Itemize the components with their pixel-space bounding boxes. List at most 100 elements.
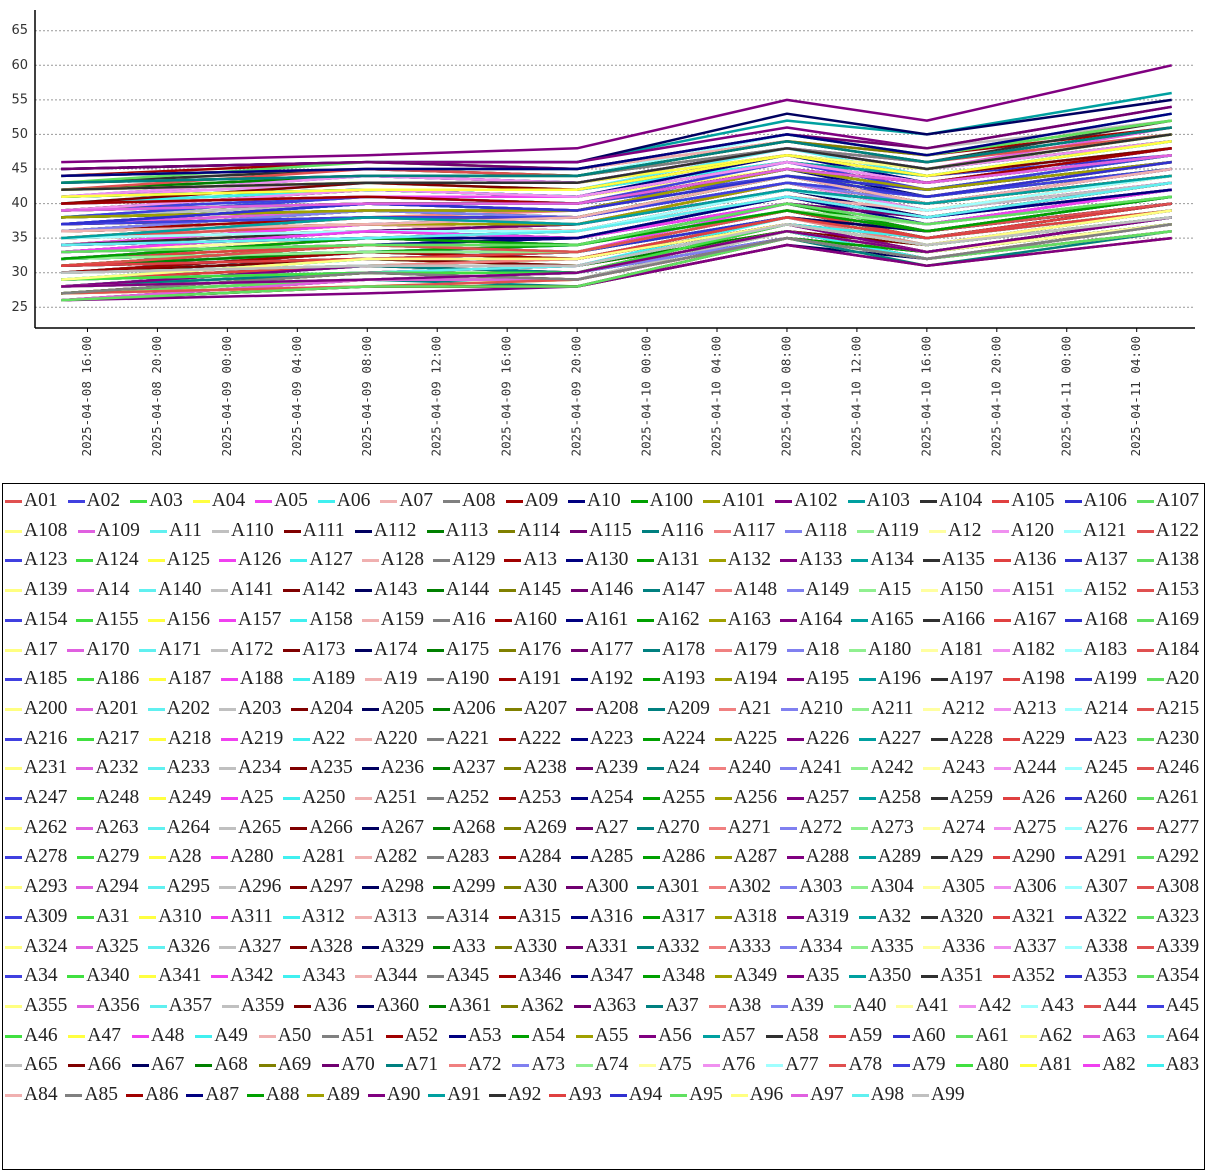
legend-item: A103	[847, 486, 910, 516]
legend-swatch	[992, 975, 1010, 979]
legend-swatch	[992, 648, 1010, 652]
x-tick-label: 2025-04-10 04:00	[709, 336, 724, 456]
legend-swatch	[713, 529, 731, 533]
legend-item: A50	[258, 1021, 311, 1051]
legend-swatch	[642, 856, 660, 860]
legend-swatch	[5, 975, 22, 979]
legend-label: A288	[805, 846, 850, 868]
legend-item: A267	[361, 813, 424, 843]
legend-swatch	[922, 886, 940, 890]
legend-label: A128	[380, 549, 425, 571]
legend-label: A293	[24, 876, 68, 898]
legend-label: A309	[24, 905, 68, 927]
legend-label: A274	[941, 816, 986, 838]
legend-swatch	[283, 529, 301, 533]
legend-label: A107	[1155, 490, 1200, 511]
legend-label: A261	[1155, 787, 1200, 809]
legend-label: A29	[949, 846, 984, 868]
legend-label: A83	[1165, 1054, 1200, 1076]
legend-item: A119	[857, 516, 919, 546]
legend-item: A107	[1136, 486, 1200, 516]
legend-swatch	[448, 1034, 466, 1038]
legend-label: A349	[733, 965, 778, 987]
legend-item: A81	[1019, 1050, 1072, 1080]
legend-item: A231	[5, 753, 67, 783]
x-tick-label: 2025-04-10 08:00	[778, 336, 793, 456]
legend-item: A225	[714, 724, 777, 754]
legend-swatch	[131, 1064, 149, 1068]
legend-label: A256	[733, 787, 778, 809]
legend-label: A243	[941, 757, 986, 779]
legend-label: A255	[661, 787, 706, 809]
legend-swatch	[570, 737, 588, 741]
legend-item: A171	[139, 635, 202, 665]
legend-swatch	[139, 648, 157, 652]
legend-label: A199	[1093, 668, 1137, 690]
legend-item: A194	[714, 664, 777, 694]
x-tick-label: 2025-04-11 00:00	[1058, 336, 1073, 456]
legend-item: A346	[498, 961, 561, 991]
legend-item: A146	[570, 575, 633, 605]
legend-swatch	[195, 1064, 213, 1068]
legend-swatch	[355, 856, 373, 860]
legend-item: A201	[76, 694, 139, 724]
legend-item: A32	[858, 902, 911, 932]
legend-item: A272	[780, 813, 842, 843]
legend-item: A150	[920, 575, 983, 605]
legend-item: A180	[848, 635, 911, 665]
legend-item: A193	[642, 664, 705, 694]
legend-swatch	[5, 589, 22, 593]
legend-label: A192	[589, 668, 634, 690]
legend-swatch	[139, 589, 157, 593]
legend-item: A334	[780, 932, 842, 962]
legend-item: A84	[5, 1080, 58, 1110]
legend-swatch	[5, 529, 22, 533]
legend-item: A215	[1136, 694, 1199, 724]
legend-item: A120	[991, 516, 1054, 546]
legend-item: A186	[76, 664, 139, 694]
legend-item: A40	[833, 991, 886, 1021]
legend-item: A248	[76, 783, 139, 813]
legend-item: A03	[130, 486, 183, 516]
legend-label: A156	[166, 608, 211, 630]
legend-item: A329	[361, 932, 424, 962]
legend-label: A201	[95, 697, 139, 719]
x-tick-label: 2025-04-09 08:00	[359, 336, 374, 456]
legend-item: A98	[851, 1080, 904, 1110]
legend-item: A102	[775, 486, 838, 516]
legend-label: A312	[301, 905, 345, 927]
legend-swatch	[219, 826, 237, 830]
legend-item: A155	[76, 605, 139, 635]
legend-item: A04	[192, 486, 245, 516]
legend-swatch	[76, 589, 94, 593]
legend-swatch	[367, 1094, 385, 1098]
plot-lines	[61, 64, 1172, 302]
legend-item: A09	[505, 486, 558, 516]
legend-label: A244	[1013, 757, 1057, 779]
legend-item: A167	[994, 605, 1056, 635]
legend-label: A235	[309, 757, 353, 779]
legend-item: A24	[647, 753, 700, 783]
legend-item: A183	[1064, 635, 1127, 665]
legend-item: A285	[570, 842, 633, 872]
legend-swatch	[892, 1064, 910, 1068]
legend-swatch	[1136, 767, 1154, 771]
legend-swatch	[290, 826, 308, 830]
legend-label: A89	[326, 1084, 360, 1106]
legend-item: A220	[355, 724, 417, 754]
legend-item: A164	[780, 605, 842, 635]
legend-label: A168	[1084, 608, 1128, 630]
legend-item: A290	[992, 842, 1055, 872]
legend-swatch	[385, 1064, 403, 1068]
legend-item: A33	[433, 932, 486, 962]
legend-swatch	[195, 1034, 213, 1038]
legend-item: A35	[786, 961, 839, 991]
legend-item: A153	[1136, 575, 1199, 605]
legend-swatch	[125, 1094, 143, 1098]
legend-item: A266	[290, 813, 353, 843]
legend-label: A158	[309, 608, 353, 630]
legend-swatch	[833, 1004, 851, 1008]
legend-item: A37	[646, 991, 699, 1021]
legend-swatch	[637, 559, 655, 563]
